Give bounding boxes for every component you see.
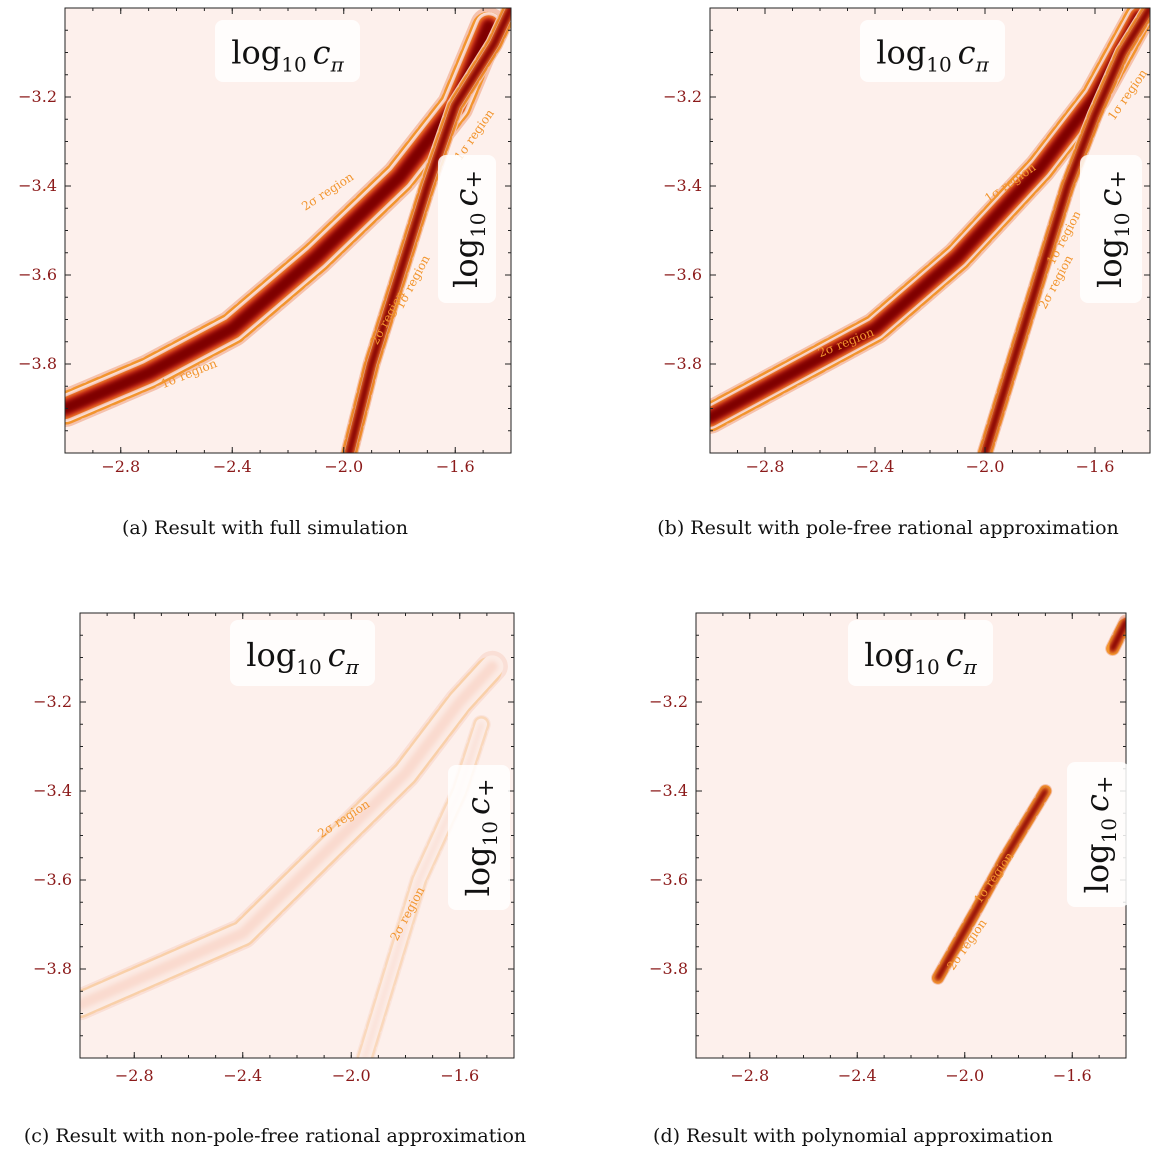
density-core [982,8,1150,453]
y-tick-label: −3.2 [649,692,688,711]
label-log10-c-pi: log10 cπ [864,636,977,679]
label-log10-c-plus: log10c+ [1078,776,1121,894]
x-tick-label: −1.6 [1053,1066,1092,1085]
label-box-pi [215,20,360,82]
y-tick-label: −3.4 [18,176,57,195]
density-band [931,784,1053,985]
x-tick-label: −2.0 [332,1066,371,1085]
label-box-plus [1080,155,1142,303]
y-tick-label: −3.4 [649,781,688,800]
x-tick-label: −1.6 [436,457,475,476]
x-tick-label: −1.6 [440,1066,479,1085]
panel-b: 2σ region 1σ region 2σ region 1σ region 1σ r… [578,0,1156,560]
label-box-pi [848,620,993,686]
label-box-pi [860,20,1005,82]
y-tick-label: −3.6 [663,265,702,284]
x-tick-label: −2.0 [324,457,363,476]
y-tick-label: −3.4 [33,781,72,800]
y-tick-label: −3.6 [649,870,688,889]
y-tick-label: −3.8 [663,354,702,373]
label-box-plus [1067,762,1129,907]
density-core [935,788,1048,981]
caption-b: (b) Result with pole-free rational appro… [657,517,1119,539]
panel-c: 2σ region 2σ region −2.8 −2.4 −2.0 −1.6 −3.2 −3… [0,578,578,1153]
y-tick-label: −3.2 [663,87,702,106]
y-tick-label: −3.6 [33,870,72,889]
caption-c: (c) Result with non-pole-free rational a… [23,1125,527,1147]
density-core [80,660,498,1011]
plot-background [696,613,1126,1058]
x-tick-label: −2.8 [730,1066,769,1085]
x-tick-label: −2.8 [101,457,140,476]
x-tick-label: −2.0 [945,1066,984,1085]
x-tick-label: −2.0 [966,457,1005,476]
label-log10-c-pi: log10 cπ [231,33,344,76]
label-box-plus [438,155,496,303]
y-tick-label: −3.8 [18,354,57,373]
y-tick-label: −3.4 [663,176,702,195]
density-band [976,8,1150,453]
label-log10-c-plus: log10c+ [459,779,502,897]
x-tick-label: −2.4 [223,1066,262,1085]
density-band [340,8,511,453]
x-tick-label: −2.8 [746,457,785,476]
density-core [1109,619,1126,652]
y-tick-label: −3.2 [33,692,72,711]
density-core [346,8,511,453]
caption-a: (a) Result with full simulation [121,517,409,539]
panel-a: 2σ region 1σ region 2σ region 1σ region 1σ r… [0,0,578,560]
label-log10-c-plus: log10c+ [1091,170,1134,288]
x-tick-label: −2.4 [838,1066,877,1085]
density-band [1105,614,1126,657]
label-log10-c-pi: log10 cπ [876,33,989,76]
y-tick-label: −3.8 [649,959,688,978]
caption-d: (d) Result with polynomial approximation [653,1125,1053,1147]
y-tick-label: −3.6 [18,265,57,284]
label-log10-c-plus: log10c+ [447,170,490,288]
x-tick-label: −2.4 [856,457,895,476]
label-box-pi [230,620,375,686]
y-tick-label: −3.2 [18,87,57,106]
y-tick-label: −3.8 [33,959,72,978]
label-log10-c-pi: log10 cπ [246,636,359,679]
x-tick-label: −1.6 [1076,457,1115,476]
label-box-plus [448,765,510,910]
density-band [80,650,508,1021]
x-tick-label: −2.8 [115,1066,154,1085]
panel-d: 1σ region 2σ region −2.8 −2.4 −2.0 −1.6 −3.2 −3… [578,578,1156,1153]
x-tick-label: −2.4 [213,457,252,476]
